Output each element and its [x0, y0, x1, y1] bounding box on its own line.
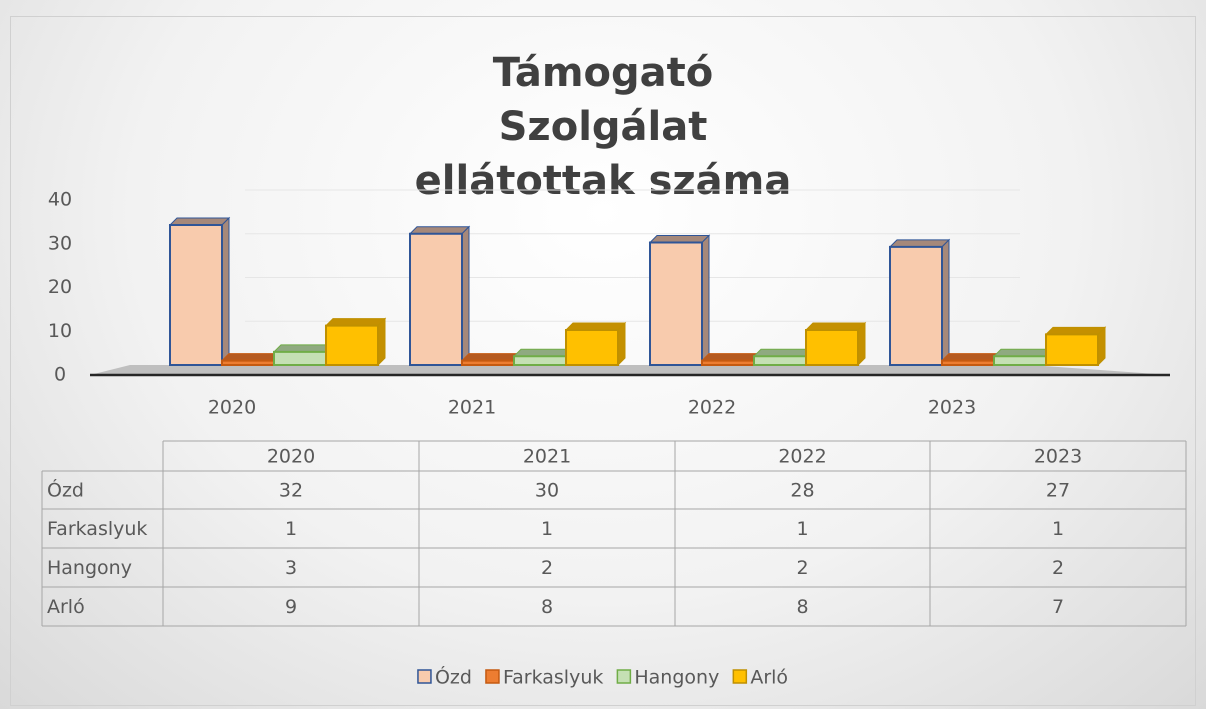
table-cell: 3 — [285, 557, 297, 579]
y-tick-label: 30 — [48, 232, 72, 254]
bar-top — [272, 344, 335, 353]
bar-side — [377, 317, 386, 367]
bar — [993, 355, 1047, 366]
bar — [1045, 333, 1099, 366]
bar-top — [512, 348, 575, 357]
legend-swatch — [485, 669, 500, 684]
table-cell: 32 — [279, 480, 303, 502]
chart-title: Támogató Szolgálat ellátottak száma — [414, 50, 792, 204]
bar — [649, 241, 703, 366]
table-row-label: Hangony — [47, 557, 132, 579]
table-cell: 28 — [790, 480, 814, 502]
bar-side — [1097, 326, 1106, 367]
bar — [941, 359, 995, 366]
bar — [461, 359, 515, 366]
table-cell: 2 — [541, 557, 553, 579]
table-cell: 8 — [541, 596, 553, 618]
legend-label: Hangony — [634, 667, 719, 689]
bar-side — [617, 321, 626, 367]
x-tick-label: 2022 — [688, 397, 736, 419]
x-tick-label: 2023 — [928, 397, 976, 419]
table-cell: 27 — [1046, 480, 1070, 502]
y-tick-label: 0 — [54, 364, 66, 386]
bar-side — [857, 321, 866, 367]
bar-side — [941, 238, 950, 367]
chart-title-box: Támogató Szolgálat ellátottak száma — [0, 46, 1206, 208]
table-header: 2020 — [267, 446, 315, 468]
bar-top — [460, 353, 523, 362]
bar-side — [221, 216, 230, 367]
bar — [169, 224, 223, 366]
bar-side — [461, 225, 470, 367]
x-tick-label: 2021 — [448, 397, 496, 419]
table-header: 2023 — [1034, 446, 1082, 468]
x-tick-label: 2020 — [208, 397, 256, 419]
table-cell: 9 — [285, 596, 297, 618]
legend-swatch — [417, 669, 432, 684]
y-tick-label: 20 — [48, 276, 72, 298]
table-cell: 8 — [796, 596, 808, 618]
bar-top — [804, 322, 867, 331]
bar-top — [168, 217, 231, 226]
bar-top — [324, 318, 387, 327]
bar — [325, 324, 379, 366]
bar-top — [648, 235, 711, 243]
bar — [701, 359, 755, 366]
y-tick-label: 40 — [48, 189, 72, 211]
bar — [753, 355, 807, 366]
bar — [273, 350, 327, 366]
table-row-label: Arló — [47, 596, 85, 618]
y-tick-label: 10 — [48, 320, 72, 342]
legend-label: Ózd — [435, 665, 472, 689]
bar-top — [940, 353, 1003, 362]
bar-top — [700, 353, 763, 362]
chart-frame — [10, 16, 1196, 706]
table-cell: 30 — [535, 480, 559, 502]
bar-top — [992, 348, 1055, 357]
table-row-label: Ózd — [47, 478, 84, 502]
bar-top — [220, 353, 283, 362]
table-cell: 1 — [541, 518, 553, 540]
table-header: 2021 — [523, 446, 571, 468]
bar-top — [1044, 326, 1107, 335]
legend-swatch — [616, 669, 632, 684]
table-cell: 7 — [1052, 596, 1064, 618]
bar-side — [701, 234, 710, 367]
table-cell: 1 — [796, 518, 808, 540]
bar-top — [752, 348, 815, 357]
bar-top — [564, 322, 627, 331]
bar-top — [408, 226, 471, 235]
bar — [889, 245, 943, 366]
table-cell: 2 — [1052, 557, 1064, 579]
bar — [513, 355, 567, 366]
bar — [805, 329, 859, 366]
bar — [221, 359, 275, 366]
table-cell: 2 — [796, 557, 808, 579]
table-row-label: Farkaslyuk — [47, 518, 147, 540]
legend-swatch — [732, 669, 748, 684]
legend-label: Arló — [750, 667, 788, 689]
table-cell: 1 — [1052, 518, 1064, 540]
table-cell: 1 — [285, 518, 297, 540]
bar — [409, 232, 463, 366]
bar-top — [888, 239, 951, 248]
bar — [565, 329, 619, 366]
floor — [90, 365, 1170, 375]
legend-label: Farkaslyuk — [503, 667, 603, 689]
table-header: 2022 — [778, 446, 826, 468]
